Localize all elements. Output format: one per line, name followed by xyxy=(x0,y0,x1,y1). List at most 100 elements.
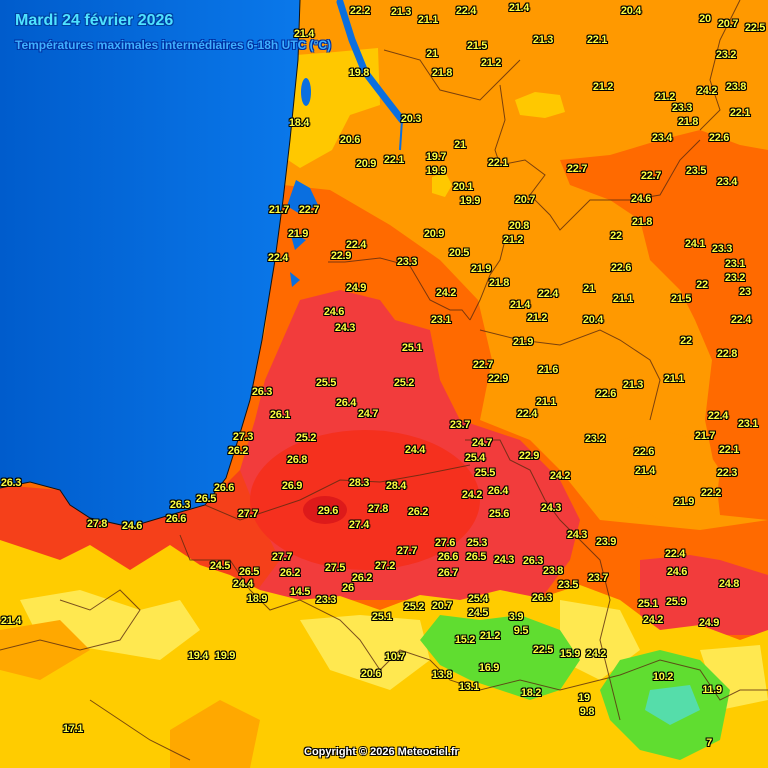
temperature-label: 20.1 xyxy=(452,181,474,193)
temperature-label: 18.9 xyxy=(246,593,268,605)
temperature-label: 27.3 xyxy=(232,431,254,443)
temperature-label: 24.8 xyxy=(718,578,740,590)
temperature-label: 21.5 xyxy=(466,40,488,52)
temperature-label: 3.9 xyxy=(508,611,524,623)
temperature-label: 22.4 xyxy=(267,252,289,264)
temperature-label: 17.1 xyxy=(62,723,84,735)
temperature-label: 22.4 xyxy=(707,410,729,422)
temperature-label: 26.7 xyxy=(437,567,459,579)
temperature-label: 23.1 xyxy=(724,258,746,270)
temperature-label: 13.8 xyxy=(431,669,453,681)
temperature-label: 21.2 xyxy=(592,81,614,93)
temperature-label: 23.5 xyxy=(557,579,579,591)
temperature-label: 26.3 xyxy=(251,386,273,398)
temperature-label: 26.3 xyxy=(0,477,22,489)
lake-parentis xyxy=(290,272,300,287)
temperature-label: 23.3 xyxy=(315,594,337,606)
temperature-label: 24.5 xyxy=(467,607,489,619)
lake-cazaux xyxy=(290,232,306,250)
temperature-label: 21 xyxy=(583,283,595,295)
temperature-label: 21.4 xyxy=(509,299,531,311)
temperature-label: 20.8 xyxy=(508,220,530,232)
temperature-label: 26.5 xyxy=(195,493,217,505)
temperature-label: 22.8 xyxy=(716,348,738,360)
temperature-label: 20.7 xyxy=(431,600,453,612)
temperature-label: 24.9 xyxy=(698,617,720,629)
temperature-label: 21.1 xyxy=(535,396,557,408)
temperature-label: 26.2 xyxy=(407,506,429,518)
temperature-label: 22.6 xyxy=(610,262,632,274)
temperature-label: 26.1 xyxy=(269,409,291,421)
temperature-label: 26.9 xyxy=(281,480,303,492)
temperature-label: 23.7 xyxy=(449,419,471,431)
temperature-label: 23.2 xyxy=(584,433,606,445)
mountain-zone-light xyxy=(20,590,768,710)
temperature-label: 22.4 xyxy=(537,288,559,300)
temperature-label: 20.6 xyxy=(360,668,382,680)
garonne-river xyxy=(399,119,403,151)
temperature-label: 21.8 xyxy=(677,116,699,128)
temperature-label: 25.2 xyxy=(295,432,317,444)
temperature-label: 21.2 xyxy=(526,312,548,324)
temperature-label: 22.6 xyxy=(708,132,730,144)
temperature-label: 22 xyxy=(680,335,692,347)
temperature-label: 22.4 xyxy=(516,408,538,420)
temperature-label: 21.7 xyxy=(268,204,290,216)
temperature-label: 22.4 xyxy=(730,314,752,326)
temperature-label: 22.7 xyxy=(566,163,588,175)
temperature-label: 22.1 xyxy=(718,444,740,456)
temperature-label: 24.3 xyxy=(493,554,515,566)
temperature-label: 25.1 xyxy=(371,611,393,623)
temperature-label: 24.5 xyxy=(209,560,231,572)
temperature-label: 22.9 xyxy=(487,373,509,385)
temperature-label: 21.4 xyxy=(634,465,656,477)
temperature-label: 26.5 xyxy=(465,551,487,563)
low-temp-cyan-zone xyxy=(645,685,700,725)
temperature-label: 15.2 xyxy=(454,634,476,646)
temperature-label: 24.2 xyxy=(585,648,607,660)
temperature-label: 28.3 xyxy=(348,477,370,489)
temperature-label: 10.7 xyxy=(384,651,406,663)
temperature-label: 27.8 xyxy=(367,503,389,515)
temperature-label: 26.4 xyxy=(335,397,357,409)
map-subtitle: Températures maximales intermédiaires 6-… xyxy=(15,38,332,52)
arcachon-basin xyxy=(287,180,318,214)
temperature-label: 19.7 xyxy=(425,151,447,163)
temperature-label: 18.4 xyxy=(288,117,310,129)
temperature-label: 23.4 xyxy=(651,132,673,144)
temperature-label: 25.9 xyxy=(665,596,687,608)
temperature-label: 22.1 xyxy=(487,157,509,169)
temperature-label: 26.6 xyxy=(213,482,235,494)
temperature-label: 21.8 xyxy=(488,277,510,289)
temperature-label: 19 xyxy=(578,692,590,704)
temperature-label: 26.4 xyxy=(487,485,509,497)
temperature-label: 25.4 xyxy=(464,452,486,464)
temperature-label: 25.6 xyxy=(488,508,510,520)
temperature-label: 22.7 xyxy=(298,204,320,216)
low-temp-green-zone xyxy=(420,615,730,760)
temperature-label: 26.3 xyxy=(531,592,553,604)
temperature-label: 25.5 xyxy=(315,377,337,389)
temperature-label: 15.9 xyxy=(559,648,581,660)
temperature-label: 23 xyxy=(739,286,751,298)
temperature-label: 22.7 xyxy=(472,359,494,371)
temperature-label: 22.6 xyxy=(595,388,617,400)
temperature-label: 22.1 xyxy=(729,107,751,119)
temperature-label: 19.8 xyxy=(348,67,370,79)
temperature-label: 27.7 xyxy=(271,551,293,563)
temperature-label: 24.3 xyxy=(334,322,356,334)
temperature-label: 20 xyxy=(699,13,711,25)
temperature-label: 24.7 xyxy=(357,408,379,420)
temperature-label: 18.2 xyxy=(520,687,542,699)
temperature-label: 19.9 xyxy=(214,650,236,662)
temperature-label: 21.4 xyxy=(293,28,315,40)
temperature-label: 24.6 xyxy=(323,306,345,318)
temperature-label: 25.4 xyxy=(467,593,489,605)
temperature-label: 21.1 xyxy=(663,373,685,385)
lake-hourtin xyxy=(301,78,311,106)
temperature-label: 19.9 xyxy=(459,195,481,207)
temperature-label: 22.6 xyxy=(633,446,655,458)
temperature-label: 21.3 xyxy=(390,6,412,18)
temperature-label: 21.3 xyxy=(532,34,554,46)
